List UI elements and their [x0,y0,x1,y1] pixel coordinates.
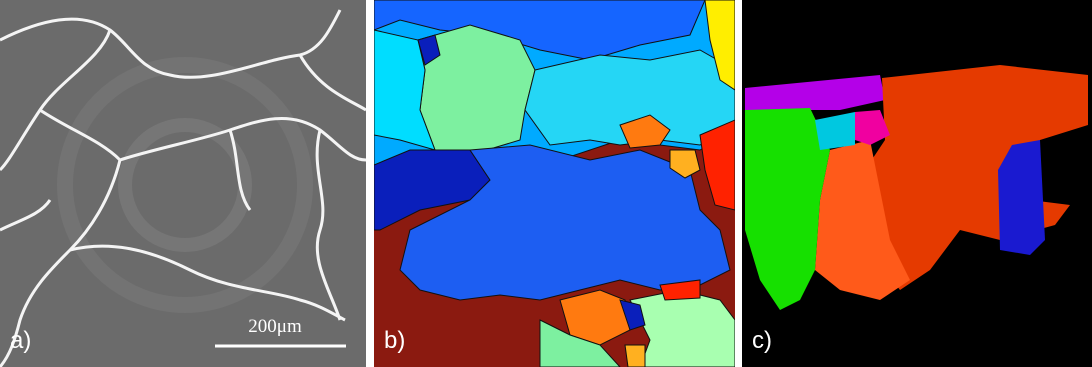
panel-label: a) [10,327,31,354]
panel-label: b) [384,327,405,354]
figure: 200μm a) b) c) [0,0,1092,367]
grain-map-panel: b) [374,0,735,367]
panel-label: c) [752,327,772,354]
rendering-panel: c) [742,0,1092,367]
scale-bar-label: 200μm [248,316,302,337]
micrograph-panel: 200μm a) [0,0,366,367]
